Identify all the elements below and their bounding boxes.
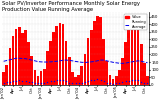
Bar [127, 30, 130, 85]
Bar [65, 41, 68, 85]
Point [46, 81, 49, 83]
Point [109, 82, 111, 84]
Point [18, 80, 20, 81]
Bar [96, 16, 99, 85]
Bar [24, 30, 27, 85]
Point [106, 82, 108, 84]
Point [68, 82, 71, 83]
Point [112, 83, 114, 84]
Text: Solar PV/Inverter Performance Monthly Solar Energy Production Value Running Aver: Solar PV/Inverter Performance Monthly So… [2, 1, 140, 12]
Point [34, 82, 36, 84]
Bar [90, 30, 92, 85]
Point [43, 82, 46, 84]
Bar [59, 23, 61, 85]
Point [84, 81, 86, 83]
Bar [84, 55, 86, 85]
Point [15, 80, 17, 82]
Point [49, 80, 52, 82]
Point [115, 82, 117, 84]
Bar [80, 66, 83, 85]
Bar [99, 18, 102, 85]
Point [74, 83, 77, 84]
Point [71, 82, 74, 84]
Bar [109, 75, 111, 85]
Legend: Value, Running
Average: Value, Running Average [124, 14, 147, 30]
Bar [46, 52, 49, 85]
Point [24, 80, 27, 82]
Bar [27, 42, 30, 85]
Bar [102, 39, 105, 85]
Bar [37, 76, 39, 85]
Bar [143, 63, 146, 85]
Bar [8, 48, 11, 85]
Point [87, 80, 89, 82]
Bar [134, 16, 136, 85]
Bar [2, 72, 5, 85]
Bar [12, 36, 14, 85]
Bar [140, 44, 143, 85]
Point [52, 80, 55, 81]
Bar [5, 65, 8, 85]
Point [9, 81, 11, 83]
Point [143, 82, 146, 84]
Point [2, 82, 5, 84]
Bar [87, 38, 89, 85]
Bar [105, 61, 108, 85]
Bar [68, 57, 71, 85]
Point [40, 82, 42, 84]
Point [59, 79, 61, 81]
Point [102, 80, 105, 82]
Bar [40, 71, 43, 85]
Point [80, 82, 83, 84]
Bar [118, 70, 121, 85]
Bar [115, 76, 118, 85]
Bar [56, 26, 58, 85]
Point [131, 79, 133, 81]
Point [90, 80, 92, 81]
Point [118, 82, 121, 84]
Bar [43, 69, 46, 85]
Point [134, 79, 136, 80]
Bar [74, 77, 77, 85]
Point [56, 79, 58, 81]
Bar [131, 22, 133, 85]
Bar [124, 42, 127, 85]
Point [12, 81, 14, 82]
Bar [62, 24, 64, 85]
Point [99, 79, 102, 80]
Bar [121, 58, 124, 85]
Point [127, 80, 130, 81]
Bar [21, 33, 24, 85]
Bar [52, 32, 55, 85]
Bar [112, 79, 114, 85]
Point [62, 79, 64, 81]
Point [21, 80, 24, 82]
Point [93, 79, 96, 81]
Point [77, 82, 80, 84]
Bar [34, 70, 36, 85]
Point [31, 82, 33, 83]
Point [37, 82, 39, 84]
Bar [137, 20, 139, 85]
Point [137, 79, 139, 81]
Point [96, 79, 99, 80]
Point [65, 81, 68, 82]
Point [140, 81, 143, 82]
Bar [146, 76, 149, 85]
Bar [18, 27, 21, 85]
Bar [15, 29, 17, 85]
Bar [71, 72, 74, 85]
Bar [49, 41, 52, 85]
Bar [30, 56, 33, 85]
Bar [93, 21, 96, 85]
Point [27, 81, 30, 82]
Point [121, 82, 124, 83]
Point [5, 82, 8, 83]
Point [146, 82, 149, 84]
Point [124, 81, 127, 82]
Bar [77, 75, 80, 85]
